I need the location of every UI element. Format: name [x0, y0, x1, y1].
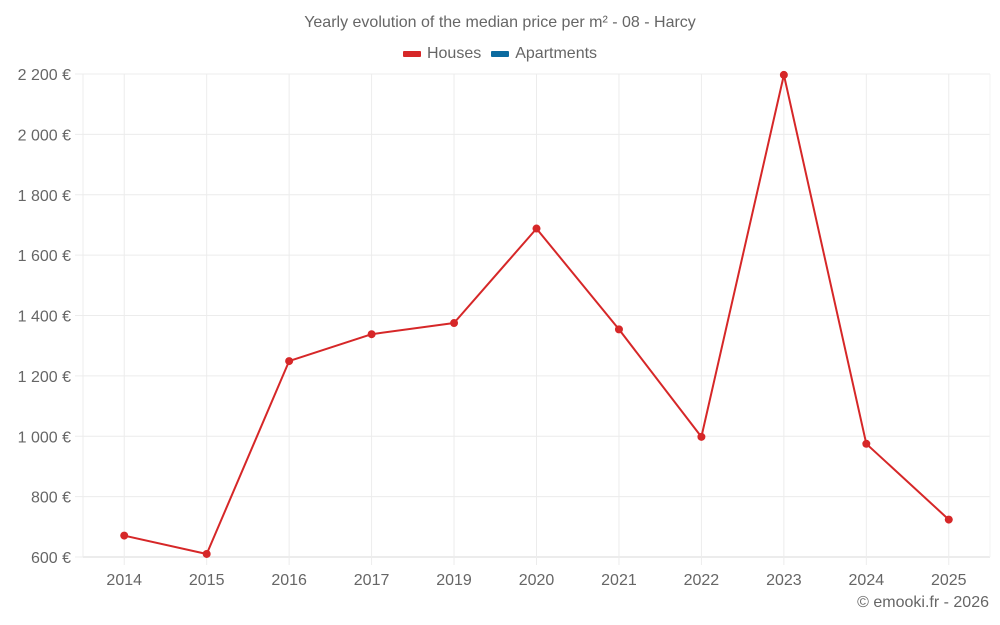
- y-tick-label: 2 200 €: [18, 67, 71, 84]
- y-tick-label: 1 000 €: [18, 429, 71, 446]
- data-point-marker[interactable]: [450, 319, 459, 328]
- y-tick-label: 1 800 €: [18, 188, 71, 205]
- apartments-swatch-icon: [491, 51, 510, 57]
- legend-label-apartments: Apartments: [515, 45, 598, 62]
- chart-legend: Houses Apartments: [0, 45, 1000, 63]
- x-tick-label: 2025: [931, 572, 967, 589]
- copyright-footer: © emooki.fr - 2026: [857, 594, 989, 611]
- legend-item-houses[interactable]: Houses: [402, 45, 482, 63]
- data-point-marker[interactable]: [697, 432, 706, 441]
- x-axis: 2014 2015 2016 2017 2019 2020 2021 2022 2023 2024…: [106, 572, 966, 589]
- x-tick-label: 2016: [271, 572, 307, 589]
- y-axis: 600 € 800 € 1 000 € 1 200 € 1 400 € 1 600 € 1 …: [18, 67, 71, 567]
- data-point-marker[interactable]: [862, 439, 871, 448]
- y-tick-label: 2 000 €: [18, 127, 71, 144]
- x-tick-label: 2017: [354, 572, 390, 589]
- houses-swatch-icon: [402, 51, 421, 57]
- series-houses: [120, 70, 953, 558]
- data-point-marker[interactable]: [120, 531, 129, 540]
- data-point-marker[interactable]: [285, 357, 294, 366]
- y-tick-label: 1 600 €: [18, 248, 71, 265]
- x-tick-label: 2022: [684, 572, 720, 589]
- grid-lines: [75, 73, 991, 565]
- x-tick-label: 2019: [436, 572, 472, 589]
- x-tick-label: 2014: [106, 572, 142, 589]
- data-point-marker[interactable]: [779, 70, 788, 79]
- y-tick-label: 1 200 €: [18, 369, 71, 386]
- legend-label-houses: Houses: [426, 45, 482, 62]
- chart-title: Yearly evolution of the median price per…: [304, 14, 696, 31]
- x-tick-label: 2021: [601, 572, 637, 589]
- y-tick-label: 800 €: [31, 490, 71, 507]
- y-tick-label: 600 €: [31, 550, 71, 567]
- x-tick-label: 2023: [766, 572, 802, 589]
- x-tick-label: 2024: [849, 572, 885, 589]
- legend-item-apartments[interactable]: Apartments: [491, 45, 597, 63]
- data-point-marker[interactable]: [367, 330, 376, 339]
- data-point-marker[interactable]: [202, 549, 211, 558]
- data-point-marker[interactable]: [944, 515, 953, 524]
- y-tick-label: 1 400 €: [18, 309, 71, 326]
- data-point-marker[interactable]: [614, 325, 623, 334]
- data-point-marker[interactable]: [532, 224, 541, 233]
- x-tick-label: 2020: [519, 572, 555, 589]
- x-tick-label: 2015: [189, 572, 225, 589]
